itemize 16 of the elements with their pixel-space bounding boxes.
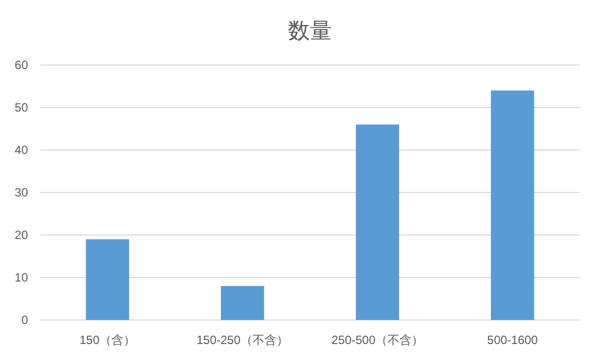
bar [356,124,400,320]
x-tick-label: 500-1600 [487,333,538,347]
y-tick-label: 40 [14,143,28,157]
y-tick-label: 60 [14,58,28,72]
x-tick-label: 150-250（不含） [196,333,289,347]
y-tick-label: 50 [14,100,28,114]
bar [490,90,534,320]
y-tick-label: 20 [14,228,28,242]
bar [86,239,130,320]
bar [220,286,264,320]
y-tick-label: 30 [14,186,28,200]
chart-title: 数量 [288,18,332,43]
x-tick-label: 150（含） [79,333,136,347]
x-tick-label: 250-500（不含） [331,333,424,347]
y-tick-label: 10 [14,270,28,284]
y-tick-label: 0 [21,313,28,327]
